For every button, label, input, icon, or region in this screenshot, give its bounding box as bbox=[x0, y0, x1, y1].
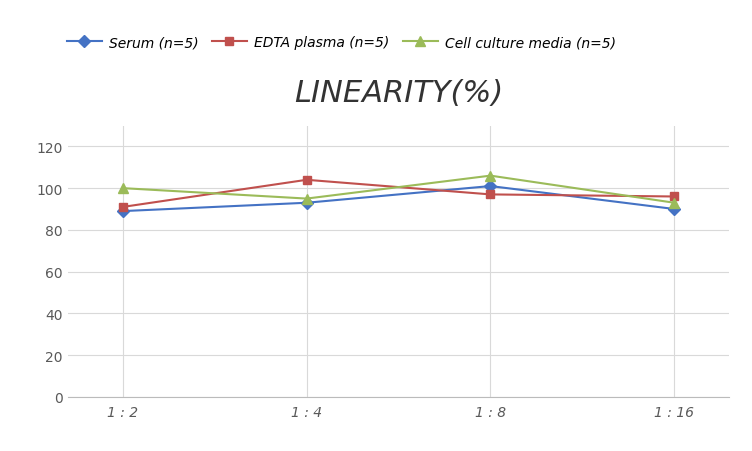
Line: Cell culture media (n=5): Cell culture media (n=5) bbox=[118, 171, 679, 208]
Cell culture media (n=5) bbox=[670, 201, 679, 206]
Title: LINEARITY(%): LINEARITY(%) bbox=[294, 78, 503, 107]
Cell culture media (n=5) bbox=[302, 197, 311, 202]
Serum (n=5) bbox=[486, 184, 495, 189]
Cell culture media (n=5) bbox=[486, 174, 495, 179]
EDTA plasma (n=5) bbox=[486, 192, 495, 198]
Line: EDTA plasma (n=5): EDTA plasma (n=5) bbox=[119, 176, 678, 212]
EDTA plasma (n=5) bbox=[302, 178, 311, 183]
EDTA plasma (n=5) bbox=[670, 194, 679, 200]
EDTA plasma (n=5) bbox=[118, 205, 127, 210]
Serum (n=5) bbox=[302, 201, 311, 206]
Legend: Serum (n=5), EDTA plasma (n=5), Cell culture media (n=5): Serum (n=5), EDTA plasma (n=5), Cell cul… bbox=[62, 30, 621, 55]
Line: Serum (n=5): Serum (n=5) bbox=[119, 183, 678, 216]
Cell culture media (n=5) bbox=[118, 186, 127, 191]
Serum (n=5) bbox=[670, 207, 679, 212]
Serum (n=5) bbox=[118, 209, 127, 214]
